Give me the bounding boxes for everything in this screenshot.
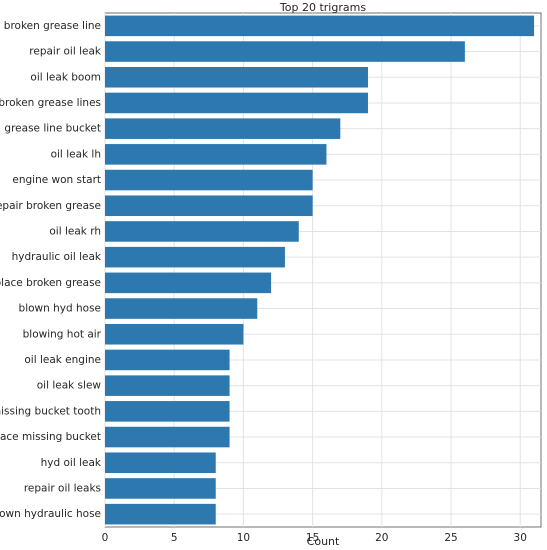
category-label: engine won start — [12, 174, 101, 186]
bar-engine-won-start — [105, 169, 313, 191]
bar-repair-broken-grease — [105, 195, 313, 217]
x-tick-label: 30 — [514, 532, 527, 544]
x-tick-label: 5 — [171, 532, 178, 544]
category-label: repair oil leak — [29, 46, 102, 58]
chart-title: Top 20 trigrams — [279, 1, 366, 14]
category-label: replace broken grease — [0, 277, 101, 289]
category-label: missing bucket tooth — [0, 405, 101, 417]
x-tick-label: 25 — [444, 532, 457, 544]
x-tick-label: 15 — [306, 532, 319, 544]
plot-background — [104, 12, 542, 528]
category-label: grease line bucket — [4, 123, 101, 135]
category-label: repair oil leaks — [24, 482, 101, 494]
bar-replace-missing-bucket — [105, 426, 230, 448]
bar-oil-leak-lh — [105, 144, 327, 165]
bar-blowing-hot-air — [105, 323, 244, 345]
category-label: oil leak boom — [30, 71, 101, 83]
bar-oil-leak-rh — [105, 221, 299, 242]
category-label: oil leak rh — [49, 225, 101, 237]
category-labels: broken grease line repair oil leak oil lea… — [0, 20, 102, 520]
category-label: broken grease line — [4, 20, 101, 32]
x-axis-label: Count — [307, 535, 340, 548]
bar-missing-bucket-tooth — [105, 401, 230, 422]
category-label: oil leak slew — [37, 380, 102, 392]
bar-replace-broken-grease — [105, 272, 272, 294]
x-ticks: 0 5 10 15 20 25 30 — [102, 532, 527, 544]
category-label: oil leak engine — [24, 354, 101, 366]
x-tick-label: 0 — [102, 532, 109, 544]
category-label: blown hyd hose — [19, 303, 101, 315]
bar-repair-oil-leaks — [105, 478, 216, 499]
bar-repair-oil-leak — [105, 41, 465, 62]
category-label: replace missing bucket — [0, 431, 101, 443]
category-label: broken grease lines — [0, 97, 101, 109]
category-label: hyd oil leak — [41, 457, 102, 469]
bar-oil-leak-slew — [105, 375, 230, 396]
category-label: oil leak lh — [51, 148, 101, 160]
x-tick-label: 10 — [237, 532, 250, 544]
bar-hydraulic-oil-leak — [105, 246, 285, 268]
category-label: blowing hot air — [23, 328, 102, 340]
bar-blown-hyd-hose — [105, 298, 258, 319]
bar-oil-leak-boom — [105, 66, 368, 88]
category-label: blown hydraulic hose — [0, 508, 101, 520]
bar-broken-grease-line — [105, 15, 535, 37]
bar-hyd-oil-leak — [105, 452, 216, 474]
bar-grease-line-bucket — [105, 118, 341, 139]
bar-broken-grease-lines — [105, 92, 368, 114]
bar-blown-hydraulic-hose — [105, 503, 216, 525]
bars — [105, 15, 535, 525]
category-label: repair broken grease — [0, 200, 101, 212]
bar-oil-leak-engine — [105, 349, 230, 371]
category-label: hydraulic oil leak — [12, 251, 102, 263]
x-tick-label: 20 — [375, 532, 388, 544]
